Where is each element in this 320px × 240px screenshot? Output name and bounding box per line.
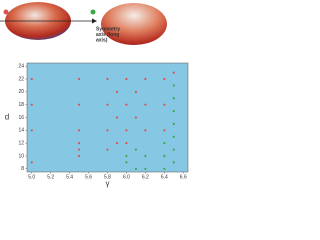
point — [106, 129, 109, 132]
figure: Symmetry axis (long axis) 5.0 5.2 5.4 5.6 5.… — [0, 2, 189, 188]
point — [172, 135, 175, 138]
point — [125, 103, 128, 106]
point — [172, 84, 175, 87]
point — [144, 129, 147, 132]
annotation: axis (long — [96, 32, 119, 38]
y-tick-label: 8 — [21, 166, 24, 172]
point — [77, 154, 81, 158]
y-tick-label: 14 — [18, 128, 24, 134]
point — [30, 103, 33, 106]
x-tick-label: 6.0 — [123, 174, 130, 180]
green-dot — [90, 9, 96, 15]
point — [106, 77, 109, 81]
point — [125, 154, 128, 158]
point — [172, 161, 175, 164]
x-tick-label: 5.6 — [85, 174, 92, 180]
point — [134, 116, 138, 119]
point — [172, 148, 175, 151]
point — [77, 142, 81, 145]
point — [163, 167, 166, 170]
point — [125, 129, 128, 132]
x-tick-label: 5.8 — [104, 174, 111, 180]
point — [172, 97, 175, 100]
ellipsoid — [101, 3, 167, 45]
y-tick-label: 24 — [18, 64, 24, 70]
y-tick-label: 22 — [18, 76, 24, 82]
point — [172, 109, 175, 113]
point — [77, 103, 81, 106]
point — [115, 116, 119, 119]
plot-area — [26, 62, 189, 173]
y-tick-label: 18 — [18, 102, 24, 108]
point — [115, 90, 119, 93]
point — [144, 103, 147, 106]
plot: 5.0 5.2 5.4 5.6 5.8 6.0 6.2 6.4 6.6 8 10 12 14 16 18 20… — [5, 62, 189, 188]
point — [30, 161, 33, 164]
point — [163, 77, 166, 81]
point — [115, 142, 119, 145]
y-axis-label: d — [5, 113, 9, 122]
x-tick-label: 6.6 — [180, 174, 187, 180]
point — [30, 77, 33, 81]
point — [134, 167, 138, 170]
point — [125, 161, 128, 164]
x-tick-label: 5.2 — [47, 174, 54, 180]
y-tick-label: 12 — [18, 140, 24, 146]
red-dot — [3, 9, 9, 15]
point — [163, 154, 166, 158]
x-tick-label: 5.4 — [66, 174, 73, 180]
x-tick-label: 6.2 — [142, 174, 149, 180]
point — [163, 142, 166, 145]
point — [163, 129, 166, 132]
y-tick-label: 20 — [18, 89, 24, 95]
point — [30, 129, 33, 132]
x-axis-label: γ — [106, 179, 110, 188]
annotation: axis) — [96, 37, 108, 43]
point — [172, 122, 175, 126]
point — [77, 77, 81, 81]
point — [77, 148, 81, 151]
point — [106, 103, 109, 106]
point — [134, 90, 138, 93]
annotation: Symmetry — [96, 26, 120, 32]
x-tick-label: 5.0 — [28, 174, 35, 180]
point — [125, 142, 128, 145]
arrow-head — [92, 18, 97, 24]
point — [144, 77, 147, 81]
point — [77, 129, 81, 132]
point — [106, 148, 109, 151]
point — [134, 148, 138, 151]
y-tick-label: 16 — [18, 115, 24, 121]
x-tick-label: 6.4 — [161, 174, 168, 180]
point — [144, 154, 147, 158]
point — [163, 103, 166, 106]
point — [144, 167, 147, 170]
y-tick-label: 10 — [18, 153, 24, 159]
point — [172, 71, 175, 74]
point — [125, 77, 128, 81]
